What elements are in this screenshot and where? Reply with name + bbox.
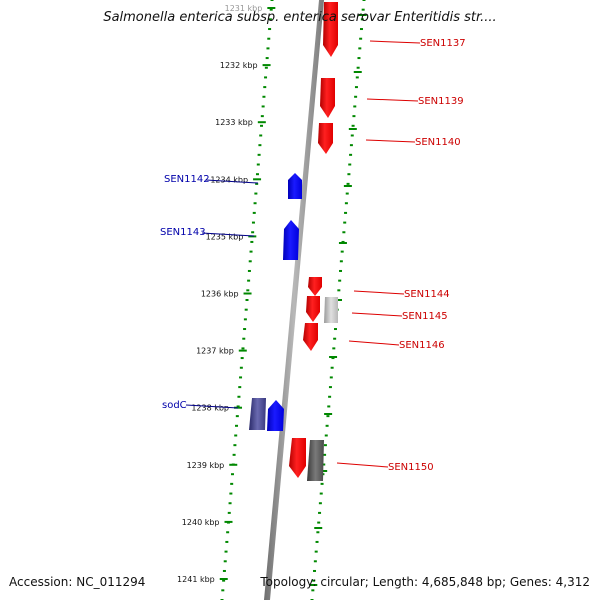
kbp-tick-label: 1241 kbp — [177, 575, 215, 584]
gene-sodC[interactable] — [267, 400, 284, 431]
label-leaders — [185, 40, 421, 468]
gene-SEN1137[interactable] — [323, 2, 338, 57]
gene-label-SEN1142[interactable]: SEN1142 — [164, 174, 210, 185]
gene-SEN1144[interactable] — [308, 277, 322, 296]
gene-SEN1145-neighbor[interactable] — [324, 297, 338, 323]
gene-label-SEN1146[interactable]: SEN1146 — [399, 340, 445, 351]
kbp-tick-label: 1231 kbp — [225, 4, 263, 13]
kbp-tick-label: 1237 kbp — [196, 347, 234, 356]
gene-SEN1140[interactable] — [318, 123, 333, 154]
gene-label-SEN1143[interactable]: SEN1143 — [160, 227, 206, 238]
gene-label-SEN1144[interactable]: SEN1144 — [404, 289, 450, 300]
kbp-tick-label: 1235 kbp — [206, 232, 244, 241]
kbp-tick-label: 1239 kbp — [187, 461, 225, 470]
gene-SEN1142[interactable] — [288, 173, 302, 199]
gene-SEN1139[interactable] — [320, 78, 335, 118]
kbp-tick-label: 1232 kbp — [220, 61, 258, 70]
tick-rails — [220, 0, 367, 600]
gene-label-SEN1139[interactable]: SEN1139 — [418, 96, 464, 107]
gene-label-SEN1150[interactable]: SEN1150 — [388, 462, 434, 473]
gene-label-SEN1145[interactable]: SEN1145 — [402, 311, 448, 322]
kbp-tick-label: 1240 kbp — [182, 518, 220, 527]
genome-title: Salmonella enterica subsp. enterica sero… — [103, 10, 497, 25]
gene-label-SEN1137[interactable]: SEN1137 — [420, 38, 466, 49]
genome-backbone — [264, 0, 324, 600]
accession-label: Accession: NC_011294 — [9, 575, 146, 589]
kbp-tick-label: 1233 kbp — [215, 118, 253, 127]
kbp-tick-label: 1234 kbp — [210, 175, 248, 184]
gene-SEN1143[interactable] — [283, 220, 299, 260]
genome-summary: Topology: circular; Length: 4,685,848 bp… — [260, 575, 590, 589]
kbp-tick-label: 1238 kbp — [191, 404, 229, 413]
kbp-tick-label: 1236 kbp — [201, 290, 239, 299]
gene-SEN1146[interactable] — [303, 323, 318, 351]
gene-SEN1150[interactable] — [289, 438, 306, 478]
gene-label-sodC[interactable]: sodC — [162, 400, 187, 411]
gene-SEN1145[interactable] — [306, 296, 320, 322]
kbp-axis: 1231 kbp 1232 kbp 1233 kbp 1234 kbp 1235 kbp… — [177, 4, 276, 584]
gene-SEN1150-neighbor[interactable] — [307, 440, 324, 481]
gene-sodC-neighbor[interactable] — [249, 398, 266, 430]
gene-label-SEN1140[interactable]: SEN1140 — [415, 137, 461, 148]
